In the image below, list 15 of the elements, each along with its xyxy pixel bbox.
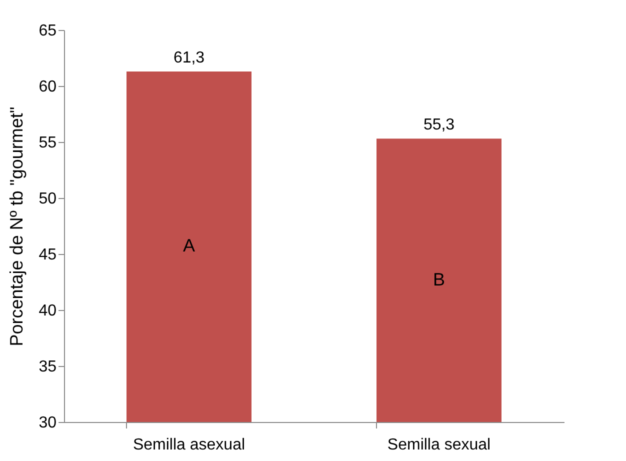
y-axis-title: Porcentaje de Nº tb "gourmet" [6,106,27,346]
y-tick-label: 50 [38,190,57,208]
y-tick-label: 65 [38,22,57,40]
y-tick-label: 30 [38,414,57,432]
y-tick-label: 45 [38,246,57,264]
data-label: 61,3 [173,49,205,66]
y-tick-label: 55 [38,134,57,152]
y-tick-label: 35 [38,358,57,376]
annotation: B [432,269,446,290]
annotation: A [182,236,196,256]
y-tick-label: 60 [38,78,57,96]
data-label: 55,3 [423,116,455,134]
x-tick-label: Semilla asexual [132,436,246,454]
y-tick-label: 40 [38,302,57,320]
x-tick-label: Semilla sexual [387,436,491,454]
